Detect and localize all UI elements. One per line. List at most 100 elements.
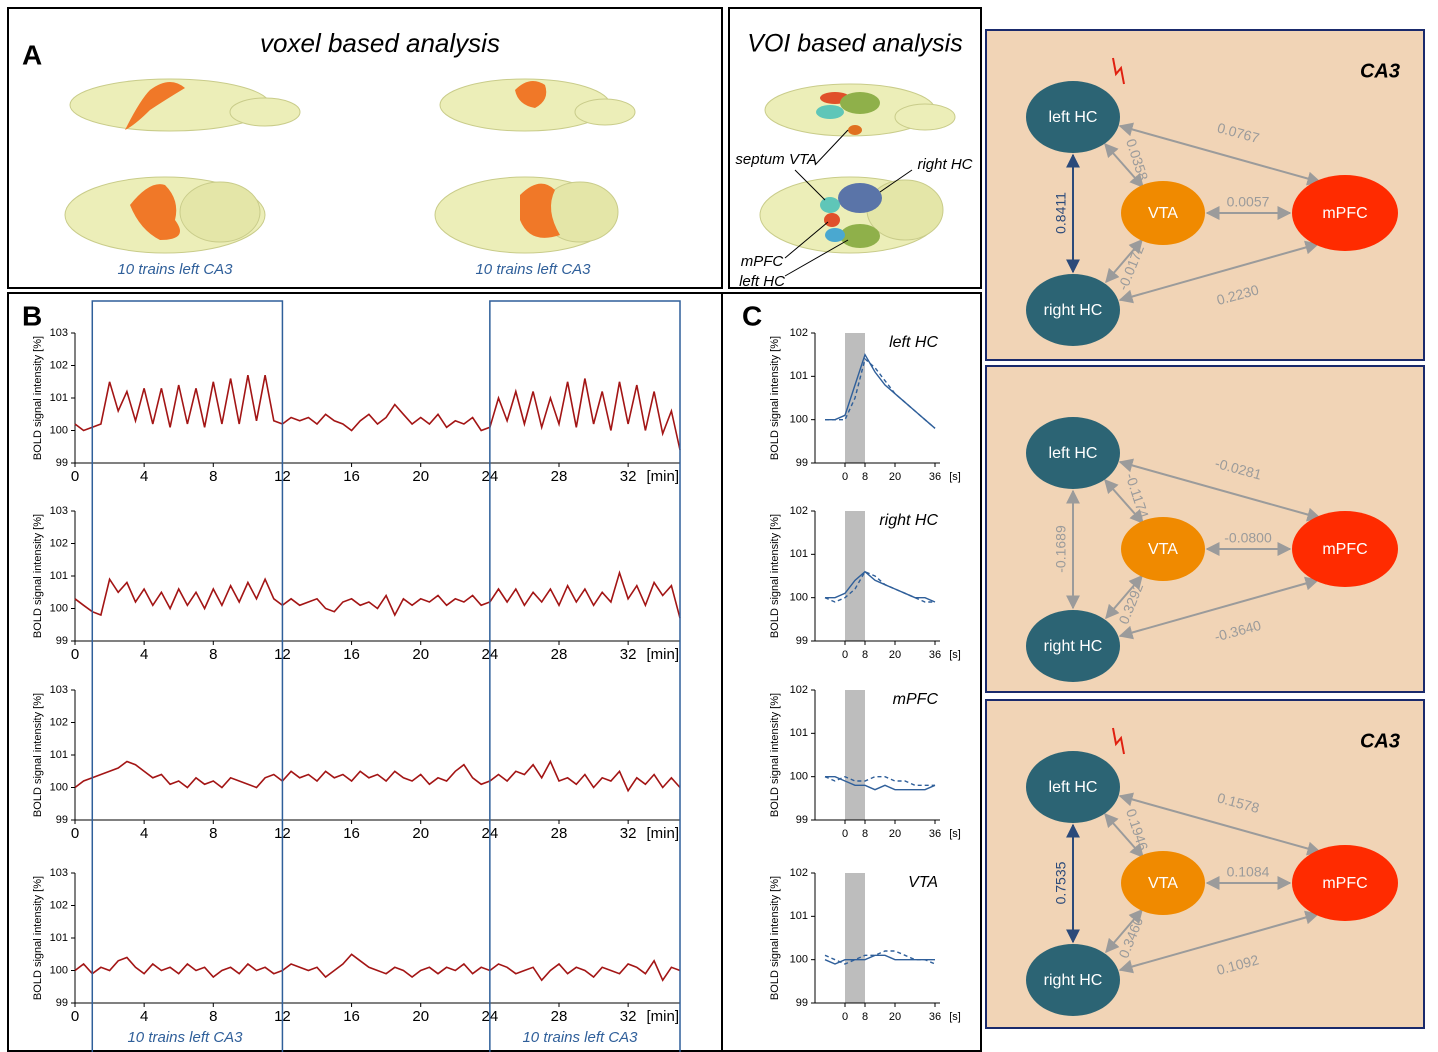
x-tick-label: 0: [71, 825, 79, 842]
x-tick-label: 20: [412, 468, 429, 485]
series-line: [825, 777, 935, 786]
panel-bc-frame: [8, 293, 981, 1051]
network-node: VTA: [1121, 181, 1205, 245]
y-axis-label: BOLD signal intensity [%]: [32, 693, 44, 817]
condition-tag: CA3: [1360, 730, 1400, 752]
network-node: right HC: [1026, 274, 1120, 346]
y-tick-label: 101: [50, 932, 68, 944]
network-node: left HC: [1026, 751, 1120, 823]
x-unit: [min]: [646, 1008, 679, 1025]
y-tick-label: 100: [790, 592, 808, 604]
x-unit: [min]: [646, 468, 679, 485]
x-tick-label: 20: [412, 825, 429, 842]
x-tick-label: 0: [842, 649, 848, 661]
network-node: mPFC: [1292, 845, 1398, 921]
x-tick-label: 8: [862, 649, 868, 661]
y-axis-label: BOLD signal intensity [%]: [32, 514, 44, 638]
y-tick-label: 100: [790, 771, 808, 783]
edge-weight: -0.1689: [1053, 525, 1069, 573]
y-tick-label: 101: [790, 370, 808, 382]
x-tick-label: 8: [209, 825, 217, 842]
y-tick-label: 100: [50, 602, 68, 614]
x-tick-label: 20: [889, 828, 901, 840]
x-tick-label: 32: [620, 646, 637, 663]
node-label: right HC: [1044, 970, 1103, 991]
edge-weight: 0.8411: [1053, 192, 1069, 234]
region-label: VTA: [789, 151, 817, 168]
panel-label: A: [22, 39, 42, 70]
condition-tag: CA3: [1360, 60, 1400, 82]
caption: 10 trains left CA3: [127, 1029, 243, 1046]
y-tick-label: 99: [56, 457, 68, 469]
network-node: left HC: [1026, 81, 1120, 153]
x-tick-label: 8: [862, 471, 868, 483]
y-tick-label: 100: [790, 954, 808, 966]
x-tick-label: 16: [343, 825, 360, 842]
y-tick-label: 99: [56, 814, 68, 826]
y-tick-label: 102: [790, 327, 808, 339]
y-tick-label: 99: [796, 997, 808, 1009]
stimulus-shade: [845, 873, 865, 1003]
y-tick-label: 101: [790, 727, 808, 739]
region-label: septum: [735, 151, 784, 168]
stimulation-window: [490, 301, 680, 1052]
x-tick-label: 4: [140, 646, 148, 663]
x-tick-label: 28: [551, 646, 568, 663]
node-label: right HC: [1044, 300, 1103, 321]
y-tick-label: 100: [50, 964, 68, 976]
y-tick-label: 102: [50, 537, 68, 549]
x-tick-label: 4: [140, 1008, 148, 1025]
y-tick-label: 102: [790, 505, 808, 517]
x-tick-label: 32: [620, 468, 637, 485]
node-label: mPFC: [1322, 873, 1367, 894]
node-label: left HC: [1049, 107, 1098, 128]
x-tick-label: 0: [71, 646, 79, 663]
y-axis-label: BOLD signal intensity [%]: [769, 876, 781, 1000]
node-label: right HC: [1044, 636, 1103, 657]
y-tick-label: 101: [790, 548, 808, 560]
y-tick-label: 101: [50, 749, 68, 761]
edge-weight: 0.1084: [1227, 864, 1270, 880]
series-line: [75, 573, 680, 618]
node-label: mPFC: [1322, 203, 1367, 224]
x-tick-label: 0: [842, 828, 848, 840]
edge-weight: 0.7535: [1053, 861, 1069, 904]
y-tick-label: 101: [50, 570, 68, 582]
node-label: left HC: [1049, 443, 1098, 464]
x-tick-label: 16: [343, 468, 360, 485]
stimulus-shade: [845, 690, 865, 820]
y-tick-label: 102: [790, 867, 808, 879]
y-tick-label: 103: [50, 684, 68, 696]
series-line: [825, 355, 935, 429]
y-tick-label: 100: [790, 414, 808, 426]
panel-label: B: [22, 300, 42, 331]
network-node: VTA: [1121, 851, 1205, 915]
caption: 10 trains left CA3: [475, 261, 591, 278]
x-tick-label: 0: [842, 1011, 848, 1023]
series-line: [75, 762, 680, 791]
x-tick-label: 36: [929, 471, 941, 483]
x-tick-label: 16: [343, 646, 360, 663]
y-axis-label: BOLD signal intensity [%]: [769, 514, 781, 638]
y-tick-label: 99: [796, 635, 808, 647]
x-unit: [s]: [949, 471, 961, 483]
network-node: right HC: [1026, 944, 1120, 1016]
x-tick-label: 0: [842, 471, 848, 483]
y-tick-label: 99: [796, 814, 808, 826]
x-tick-label: 8: [209, 646, 217, 663]
y-tick-label: 103: [50, 327, 68, 339]
y-tick-label: 102: [50, 899, 68, 911]
x-unit: [s]: [949, 1011, 961, 1023]
edge-weight: -0.0800: [1224, 530, 1272, 546]
panel-title: voxel based analysis: [260, 28, 500, 58]
series-line: [75, 954, 680, 980]
series-line: [825, 359, 935, 428]
x-tick-label: 28: [551, 468, 568, 485]
node-label: VTA: [1148, 539, 1178, 560]
y-tick-label: 99: [56, 635, 68, 647]
y-tick-label: 100: [50, 781, 68, 793]
region-label: left HC: [739, 273, 785, 290]
brain-render: [65, 79, 635, 253]
x-unit: [s]: [949, 828, 961, 840]
x-tick-label: 20: [412, 646, 429, 663]
